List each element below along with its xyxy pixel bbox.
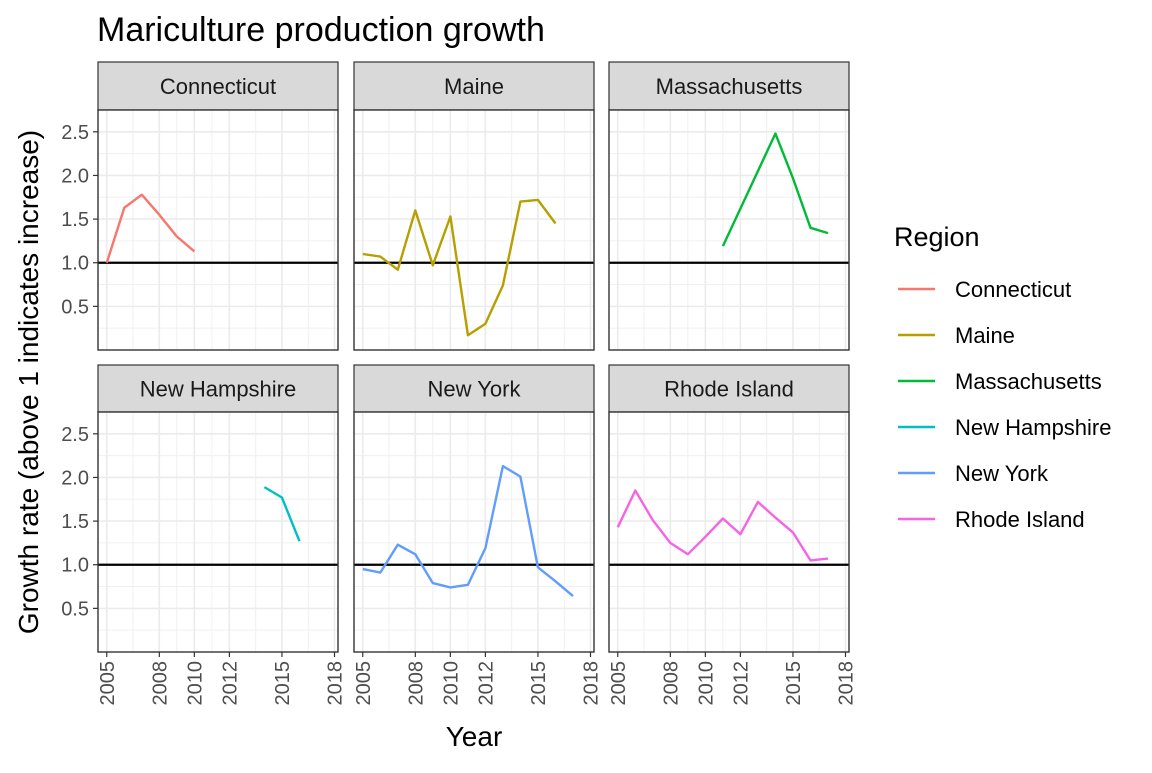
facet-strip-label: Maine: [444, 74, 504, 99]
facet-strip-label: Rhode Island: [664, 377, 794, 402]
facet-panel: Connecticut 0.5 1.0 1.5 2.0 2.5: [61, 61, 339, 351]
legend-title: Region: [894, 222, 980, 252]
x-tick-label: 2012: [219, 661, 241, 706]
series-line: [616, 489, 829, 562]
facet-strip: [608, 61, 850, 111]
x-tick-label: 2018: [836, 661, 858, 706]
y-axis-title: Growth rate (above 1 indicates increase): [13, 130, 44, 634]
plot-area: [354, 412, 594, 652]
y-tick-label: 1.5: [61, 511, 89, 533]
facet-panel: New York 2005 2008 2010 2012 2015 2018: [353, 364, 603, 706]
y-tick-label: 0.5: [61, 296, 89, 318]
series-line: [263, 486, 301, 542]
y-tick-label: 1.0: [61, 555, 89, 577]
y-tick-label: 2.0: [61, 165, 89, 187]
x-tick-label: 2015: [528, 661, 550, 706]
series-line: [362, 464, 574, 598]
plot-area: [609, 110, 849, 350]
facet-strip: [97, 61, 339, 111]
x-tick-label: 2005: [97, 661, 119, 706]
x-tick-label: 2012: [475, 661, 497, 706]
facet-panel: New Hampshire 0.5 1.0 1.5 2.0 2.5 2005 2008 2010…: [61, 364, 347, 706]
y-tick-label: 2.5: [61, 122, 89, 144]
x-axis-title: Year: [446, 721, 503, 752]
legend-label: Rhode Island: [955, 507, 1085, 532]
series-line: [105, 193, 196, 264]
y-tick-label: 1.5: [61, 209, 89, 231]
panel-border: [353, 109, 595, 351]
plot-area: [609, 412, 849, 652]
legend-label: Maine: [955, 323, 1015, 348]
legend-label: New York: [955, 461, 1049, 486]
x-tick-label: 2012: [730, 661, 752, 706]
legend-label: Connecticut: [955, 277, 1071, 302]
x-tick-label: 2010: [184, 661, 206, 706]
panel-border: [608, 109, 850, 351]
legend: Region Connecticut Maine Massachusetts New …: [894, 222, 1112, 532]
facet-strip-label: New York: [428, 377, 522, 402]
legend-items: Connecticut Maine Massachusetts New Hampshi…: [898, 277, 1112, 532]
x-tick-label: 2008: [405, 661, 427, 706]
y-tick-label: 2.5: [61, 424, 89, 446]
x-tick-label: 2005: [608, 661, 630, 706]
facet-strip-label: New Hampshire: [140, 377, 297, 402]
facet-panel: Massachusetts: [608, 61, 850, 351]
facet-strip: [353, 364, 595, 413]
panel-border: [353, 411, 595, 653]
panel-border: [97, 109, 339, 351]
x-tick-label: 2018: [581, 661, 603, 706]
x-tick-label: 2018: [325, 661, 347, 706]
x-tick-label: 2008: [149, 661, 171, 706]
panel-border: [608, 411, 850, 653]
x-tick-label: 2015: [272, 661, 294, 706]
plot-area: [354, 110, 594, 350]
facet-strip: [608, 364, 850, 413]
series-line: [362, 198, 557, 337]
x-tick-label: 2010: [440, 661, 462, 706]
legend-label: New Hampshire: [955, 415, 1112, 440]
facet-strip-label: Connecticut: [160, 74, 276, 99]
x-tick-label: 2005: [353, 661, 375, 706]
x-tick-label: 2015: [783, 661, 805, 706]
chart-title: Mariculture production growth: [97, 11, 545, 49]
plot-area: [98, 412, 338, 652]
y-tick-label: 0.5: [61, 598, 89, 620]
series-line: [721, 132, 829, 247]
facet-strip: [97, 364, 339, 413]
plot-area: [98, 110, 338, 350]
y-tick-label: 2.0: [61, 467, 89, 489]
legend-label: Massachusetts: [955, 369, 1102, 394]
facet-panel: Maine: [353, 61, 595, 351]
facet-panels: Connecticut 0.5 1.0 1.5 2.0 2.5 Maine Massachus…: [61, 61, 858, 706]
y-tick-label: 1.0: [61, 253, 89, 275]
facet-strip-label: Massachusetts: [656, 74, 803, 99]
x-tick-label: 2010: [695, 661, 717, 706]
x-tick-label: 2008: [660, 661, 682, 706]
panel-border: [97, 411, 339, 653]
facet-panel: Rhode Island 2005 2008 2010 2012 2015 2018: [608, 364, 858, 706]
